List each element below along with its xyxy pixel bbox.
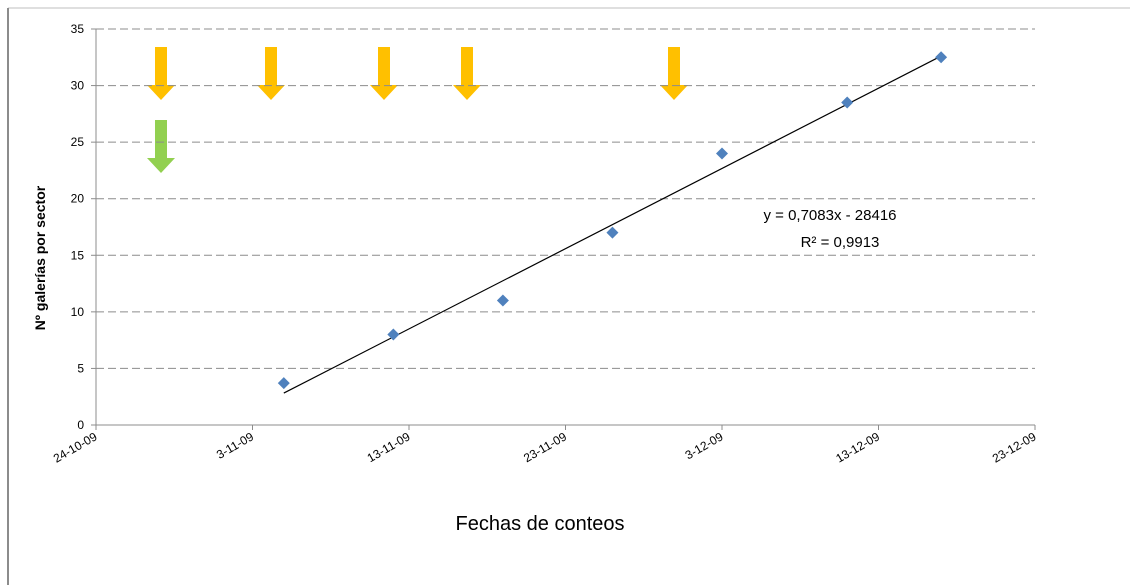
arrow bbox=[147, 47, 175, 100]
y-tick-label: 15 bbox=[71, 248, 85, 262]
x-tick-label: 23-12-09 bbox=[990, 429, 1039, 465]
arrows bbox=[147, 47, 688, 173]
arrow bbox=[370, 47, 398, 100]
point bbox=[277, 377, 290, 390]
point bbox=[841, 96, 854, 109]
y-axis-label: Nº galerías por sector bbox=[32, 185, 48, 330]
y-tick-label: 25 bbox=[71, 135, 85, 149]
y-tick-label: 10 bbox=[71, 305, 85, 319]
point bbox=[606, 226, 619, 239]
y-tick-label: 0 bbox=[77, 418, 84, 432]
x-tick-label: 3-12-09 bbox=[683, 429, 726, 462]
x-tick-label: 13-11-09 bbox=[365, 429, 413, 465]
x-tick-label: 13-12-09 bbox=[833, 429, 882, 465]
x-axis-label: Fechas de conteos bbox=[456, 513, 625, 535]
arrow bbox=[660, 47, 688, 100]
x-tick-label: 23-11-09 bbox=[521, 429, 569, 465]
arrow bbox=[453, 47, 481, 100]
y-tick-label: 5 bbox=[77, 361, 84, 375]
point bbox=[935, 51, 948, 64]
point bbox=[716, 147, 728, 160]
y-tick-label: 35 bbox=[71, 22, 85, 36]
yellow-arrows bbox=[147, 47, 688, 100]
point bbox=[387, 328, 400, 341]
trendline-r-squared: R² = 0,9913 bbox=[801, 234, 880, 251]
arrow bbox=[257, 47, 285, 100]
x-tick-label: 24-10-09 bbox=[51, 429, 100, 465]
x-tick-label: 3-11-09 bbox=[214, 429, 256, 462]
y-tick-label: 30 bbox=[71, 79, 85, 93]
y-tick-label: 20 bbox=[71, 192, 85, 206]
trendline-equation: y = 0,7083x - 28416 bbox=[763, 207, 896, 224]
trendline bbox=[283, 55, 942, 394]
green-arrow bbox=[147, 120, 175, 173]
point bbox=[496, 294, 509, 307]
